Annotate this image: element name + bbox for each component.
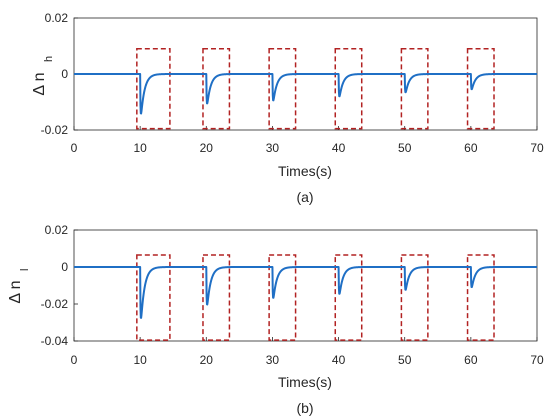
x-tick-label: 60 bbox=[464, 353, 478, 367]
y-tick-label: 0 bbox=[61, 260, 68, 274]
panel-b: 0 10 20 30 40 50 60 70 -0.04 -0.02 0 0.02 Δ n l Tim… bbox=[7, 223, 544, 416]
x-tick-label: 10 bbox=[133, 353, 147, 367]
highlight-box bbox=[466, 48, 495, 130]
xlabel-a: Times(s) bbox=[278, 163, 332, 179]
x-tick-label: 40 bbox=[332, 353, 346, 367]
highlight-box bbox=[466, 254, 495, 341]
ylabel-sub-a: h bbox=[43, 56, 55, 62]
highlight-box bbox=[334, 48, 363, 130]
x-tick-label: 30 bbox=[266, 353, 280, 367]
caption-a: (a) bbox=[296, 189, 313, 205]
highlight-box bbox=[136, 48, 171, 130]
x-tick-label: 70 bbox=[530, 141, 544, 155]
response-line bbox=[73, 73, 538, 115]
highlight-box bbox=[268, 254, 297, 341]
highlight-boxes-a bbox=[136, 48, 495, 130]
ticks-b: 0 10 20 30 40 50 60 70 -0.04 -0.02 0 0.02 bbox=[41, 223, 544, 367]
y-tick-label: 0.02 bbox=[45, 11, 69, 25]
y-tick-label: 0.02 bbox=[45, 223, 69, 237]
highlight-box bbox=[268, 48, 297, 130]
x-tick-label: 30 bbox=[266, 141, 280, 155]
y-tick-label: 0 bbox=[61, 67, 68, 81]
y-tick-label: -0.02 bbox=[41, 123, 69, 137]
y-tick-label: -0.02 bbox=[41, 297, 69, 311]
x-tick-label: 0 bbox=[71, 353, 78, 367]
x-tick-label: 20 bbox=[200, 141, 214, 155]
ylabel-main-b: Δ n bbox=[7, 280, 24, 303]
x-tick-label: 50 bbox=[398, 353, 412, 367]
x-tick-label: 20 bbox=[200, 353, 214, 367]
x-tick-label: 50 bbox=[398, 141, 412, 155]
x-tick-label: 10 bbox=[133, 141, 147, 155]
highlight-boxes-b bbox=[136, 254, 495, 341]
highlight-box bbox=[202, 48, 231, 130]
series-b bbox=[73, 266, 538, 319]
caption-b: (b) bbox=[296, 400, 313, 416]
x-tick-label: 0 bbox=[71, 141, 78, 155]
xlabel-b: Times(s) bbox=[278, 374, 332, 390]
highlight-box bbox=[202, 254, 231, 341]
highlight-box bbox=[400, 48, 429, 130]
highlight-box bbox=[400, 254, 429, 341]
response-line bbox=[73, 266, 538, 319]
highlight-box bbox=[136, 254, 171, 341]
y-tick-label: -0.04 bbox=[41, 334, 69, 348]
highlight-box bbox=[334, 254, 363, 341]
ylabel-main-a: Δ n bbox=[31, 72, 48, 95]
ylabel-sub-b: l bbox=[19, 269, 31, 271]
x-tick-label: 40 bbox=[332, 141, 346, 155]
series-a bbox=[73, 73, 538, 115]
x-tick-label: 70 bbox=[530, 353, 544, 367]
x-tick-label: 60 bbox=[464, 141, 478, 155]
plot-area-b bbox=[73, 229, 538, 342]
